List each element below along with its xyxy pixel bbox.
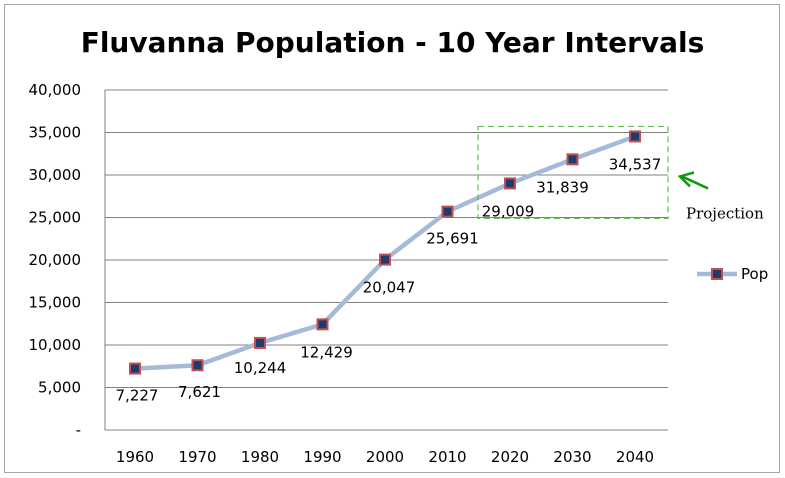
data-label: 12,429 <box>300 343 353 361</box>
y-tick-label: 5,000 <box>38 379 81 397</box>
y-axis: - 5,000 10,000 15,000 20,000 25,000 30,000 35,0… <box>29 81 106 439</box>
data-point-marker <box>254 336 266 349</box>
projection-annotation: Projection <box>477 125 764 222</box>
x-tick-label: 1970 <box>178 448 216 466</box>
projection-label: Projection <box>686 204 764 222</box>
data-point-marker <box>191 359 204 372</box>
y-tick-label: 40,000 <box>29 81 82 99</box>
projection-arrow-head <box>677 171 695 188</box>
data-point-marker <box>441 205 454 218</box>
y-tick-label: 20,000 <box>29 251 82 269</box>
legend-marker <box>711 268 723 280</box>
data-point-marker <box>504 177 516 190</box>
data-label: 29,009 <box>482 202 535 220</box>
legend: Pop <box>697 265 768 283</box>
x-axis: 1960 1970 1980 1990 2000 2010 2020 2030 2040 <box>116 448 654 466</box>
data-point-marker <box>629 130 641 143</box>
data-label: 31,839 <box>536 178 589 196</box>
data-point-marker <box>129 362 141 375</box>
x-tick-label: 2010 <box>428 448 466 466</box>
data-point-marker <box>566 153 579 166</box>
x-tick-label: 2000 <box>366 448 404 466</box>
legend-label: Pop <box>741 265 768 283</box>
data-label: 7,227 <box>116 387 159 405</box>
projection-arrow <box>681 175 709 190</box>
x-tick-label: 2020 <box>491 448 529 466</box>
y-tick-label: 35,000 <box>29 124 82 142</box>
x-tick-label: 1960 <box>116 448 154 466</box>
y-tick-label: 15,000 <box>29 294 82 312</box>
data-label: 7,621 <box>178 383 221 401</box>
data-label: 10,244 <box>234 359 287 377</box>
x-tick-label: 2040 <box>616 448 654 466</box>
series-line-pop <box>132 134 638 371</box>
x-tick-label: 1980 <box>241 448 279 466</box>
data-point-marker <box>379 253 391 266</box>
chart-frame <box>4 4 780 473</box>
y-tick-label: - <box>76 421 81 439</box>
projection-box <box>477 125 669 220</box>
x-tick-label: 1990 <box>303 448 341 466</box>
y-tick-label: 30,000 <box>29 166 82 184</box>
data-label: 25,691 <box>426 230 479 248</box>
gridlines <box>105 89 668 431</box>
x-tick-label: 2030 <box>553 448 591 466</box>
data-labels: 7,227 7,621 10,244 12,429 20,047 25,69129,009… <box>116 155 662 404</box>
series-pop <box>129 130 641 375</box>
data-label: 34,537 <box>609 155 662 173</box>
chart-title: Fluvanna Population - 10 Year Intervals <box>80 26 705 59</box>
data-point-marker <box>316 318 329 331</box>
y-tick-label: 10,000 <box>29 336 82 354</box>
data-label: 20,047 <box>363 279 416 297</box>
y-tick-label: 25,000 <box>29 209 82 227</box>
